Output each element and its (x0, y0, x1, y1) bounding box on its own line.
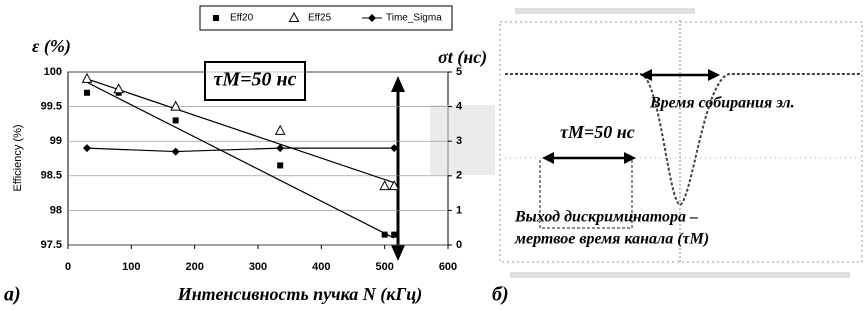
legend-label: Eff20 (230, 13, 254, 24)
marker-square (84, 90, 90, 96)
panel-label: а) (4, 284, 21, 306)
figure: τM=50 нс ε (%) σt (нс) Efficiency (%) Ин… (0, 0, 866, 311)
y-label: Efficiency (%) (12, 124, 24, 191)
y-tick-label: 97.5 (41, 239, 62, 251)
y2-tick-label: 0 (456, 239, 462, 251)
y2-tick-label: 3 (456, 135, 462, 147)
arrow-head (391, 76, 405, 92)
left-axis-title: ε (%) (32, 36, 71, 57)
marker-square (213, 15, 219, 21)
x-tick-label: 200 (185, 261, 203, 273)
panel-label: б) (492, 284, 509, 306)
marker-triangle (171, 102, 180, 111)
marker-triangle (83, 74, 92, 83)
marker-square (277, 162, 283, 168)
marker-square (391, 232, 397, 238)
right-axis-title: σt (нс) (438, 47, 487, 68)
x-tick-label: 600 (439, 261, 457, 273)
x-tick-label: 500 (375, 261, 393, 273)
scope-status (510, 272, 850, 278)
arrow-head (640, 69, 652, 81)
y-tick-label: 100 (44, 66, 62, 78)
y-tick-label: 99 (50, 135, 62, 147)
y2-tick-label: 4 (456, 101, 463, 113)
marker-triangle (276, 126, 285, 135)
legend-label: Eff25 (308, 13, 332, 24)
arrow-head (708, 69, 720, 81)
marker-square (173, 117, 179, 123)
marker-diamond (172, 148, 180, 156)
y2-tick-label: 2 (456, 170, 462, 182)
caption-line: Выход дискриминатора – (514, 209, 698, 226)
series-line (87, 148, 394, 151)
arrow-head (624, 152, 636, 164)
y-tick-label: 99.5 (41, 101, 62, 113)
y2-tick-label: 1 (456, 204, 462, 216)
scope-header (515, 8, 695, 14)
x-tick-label: 100 (122, 261, 140, 273)
trend-line (87, 82, 394, 238)
x-tick-label: 400 (312, 261, 330, 273)
scan-shade (430, 105, 495, 175)
x-tick-label: 300 (249, 261, 267, 273)
y-tick-label: 98.5 (41, 170, 62, 182)
arrow-head (542, 152, 554, 164)
x-label: Интенсивность пучка N (кГц) (177, 284, 423, 305)
caption-line: мертвое время канала (τM) (514, 231, 709, 248)
y-tick-label: 98 (50, 204, 62, 216)
y2-tick-label: 5 (456, 66, 462, 78)
x-tick-label: 0 (65, 261, 71, 273)
marker-diamond (83, 144, 91, 152)
scope-trace (505, 74, 862, 205)
marker-triangle (380, 181, 389, 190)
arrow-head (391, 245, 405, 261)
dead-time: τM=50 нс (560, 122, 635, 142)
collection-time: Время собирания эл. (649, 95, 795, 112)
scope-frame (500, 22, 862, 262)
legend-label: Time_Sigma (386, 13, 442, 24)
marker-square (382, 232, 388, 238)
